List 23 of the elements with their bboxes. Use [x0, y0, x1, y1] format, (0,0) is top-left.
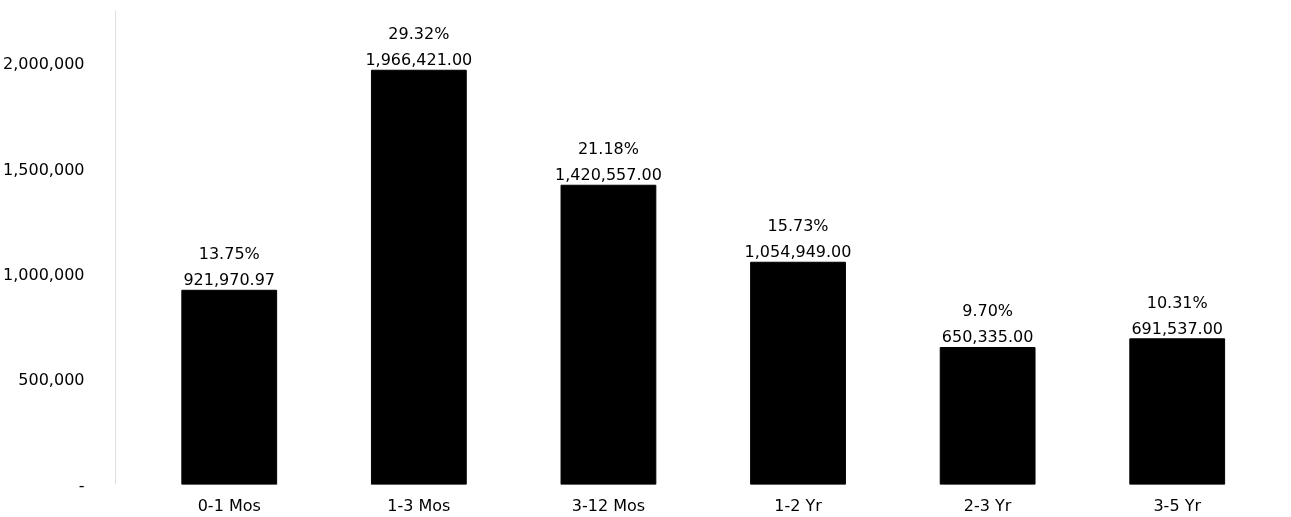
- text: 15.73% 1,054,949.00: [744, 216, 852, 262]
- y-tick-label: 2,000,000: [3, 54, 85, 74]
- x-tick-label: 1-2 Yr: [774, 495, 823, 515]
- bar: [939, 347, 1036, 485]
- x-tick-label: 3-12 Mos: [571, 495, 646, 515]
- bar: [750, 261, 846, 485]
- text: 13.75% 921,970.97: [183, 244, 276, 290]
- bar: [1129, 338, 1226, 485]
- x-tick-label: 3-5 Yr: [1153, 495, 1202, 515]
- text: 29.32% 1,966,421.00: [365, 24, 473, 70]
- y-tick-label: 1,500,000: [3, 159, 85, 179]
- bar: [370, 69, 467, 485]
- y-tick-label: 500,000: [18, 370, 85, 390]
- y-tick-label: -: [78, 475, 85, 495]
- bar: [181, 289, 278, 485]
- x-tick-label: 0-1 Mos: [197, 495, 261, 515]
- bar: [560, 184, 657, 485]
- y-tick-label: 1,000,000: [3, 264, 85, 284]
- x-tick-label: 1-3 Mos: [387, 495, 451, 515]
- text: 21.18% 1,420,557.00: [555, 139, 662, 185]
- text: 9.70% 650,335.00: [941, 301, 1034, 347]
- text: 10.31% 691,537.00: [1131, 292, 1224, 338]
- x-tick-label: 2-3 Yr: [963, 495, 1012, 515]
